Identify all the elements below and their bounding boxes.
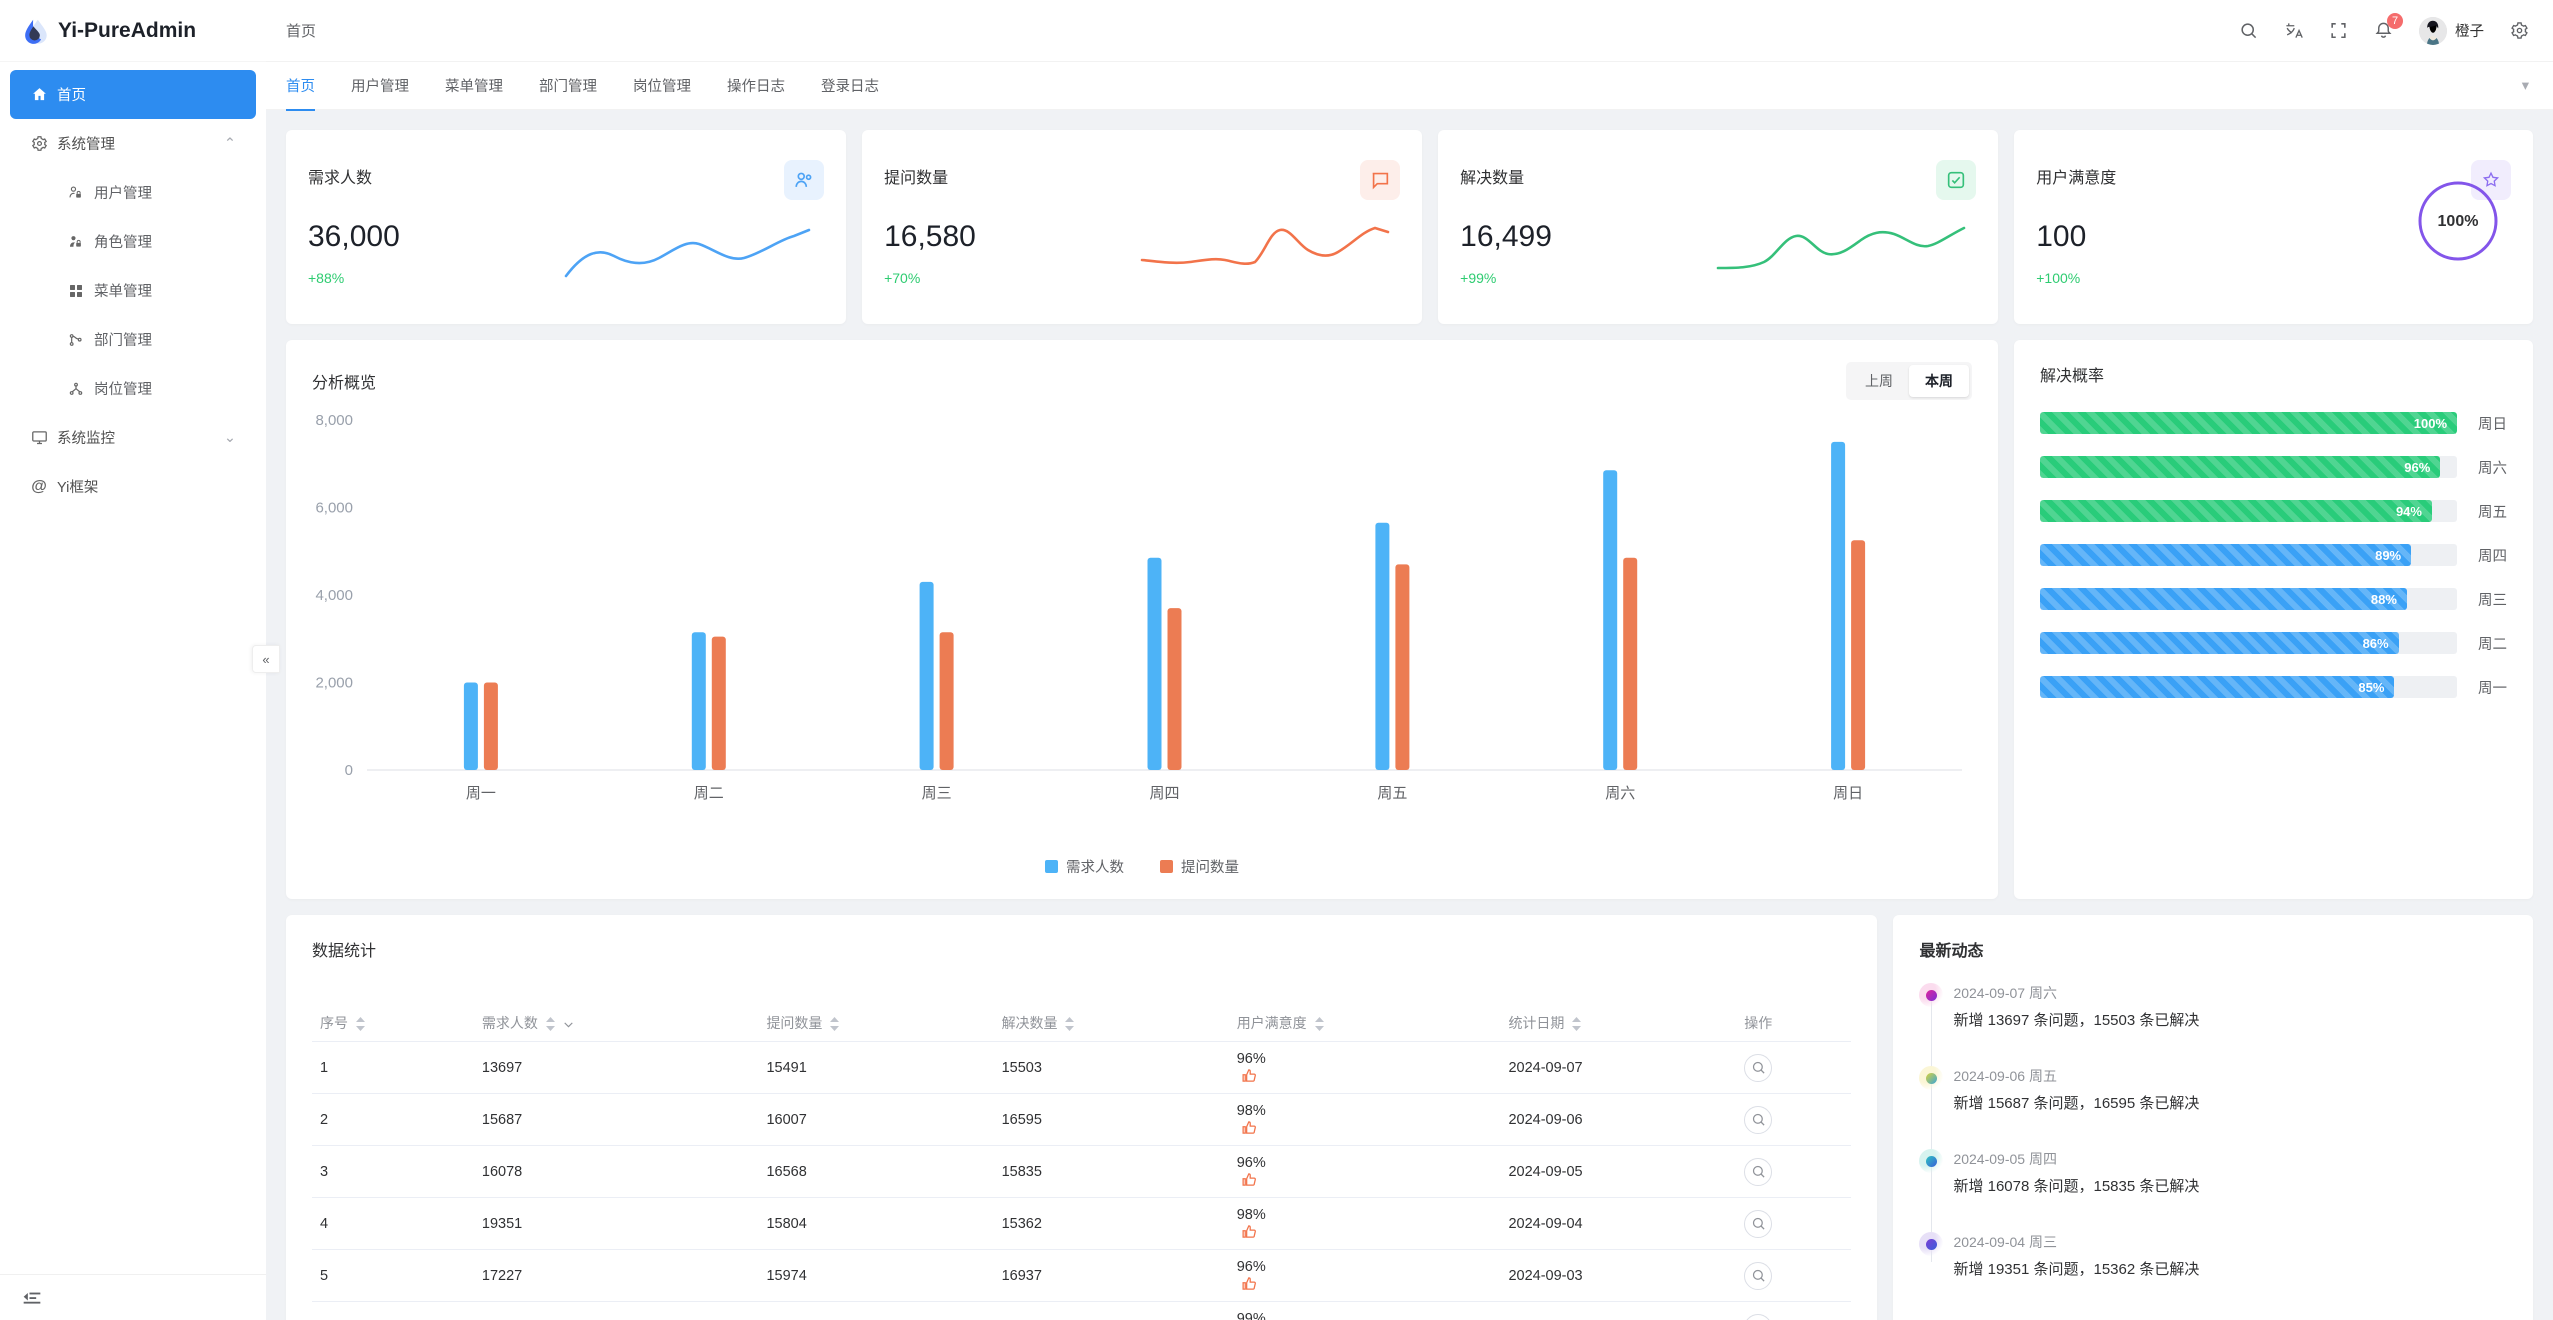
svg-text:周五: 周五: [1377, 785, 1407, 802]
svg-text:6,000: 6,000: [315, 500, 353, 517]
svg-text:周四: 周四: [1149, 785, 1179, 802]
svg-text:0: 0: [345, 762, 353, 779]
svg-text:周一: 周一: [466, 785, 496, 802]
svg-text:2,000: 2,000: [315, 675, 353, 692]
svg-text:周二: 周二: [694, 785, 724, 802]
svg-text:周三: 周三: [922, 785, 952, 802]
svg-text:周日: 周日: [1833, 785, 1863, 802]
svg-text:周六: 周六: [1605, 785, 1635, 802]
svg-text:100%: 100%: [2438, 213, 2479, 230]
svg-text:8,000: 8,000: [315, 412, 353, 429]
svg-text:4,000: 4,000: [315, 587, 353, 604]
